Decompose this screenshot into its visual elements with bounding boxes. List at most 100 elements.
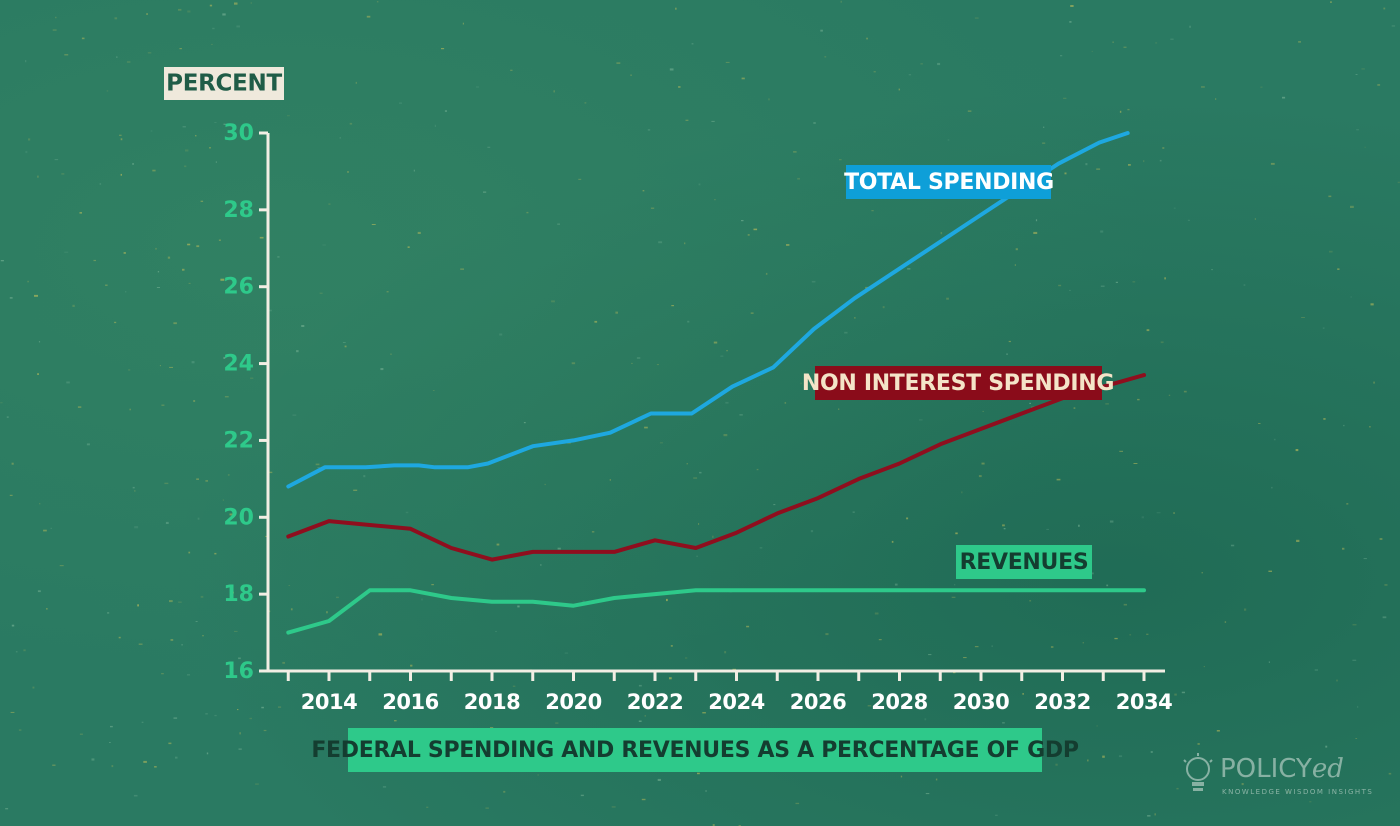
texture-speck	[188, 551, 191, 554]
texture-speck	[1370, 303, 1374, 306]
texture-speck	[871, 210, 874, 212]
texture-speck	[222, 13, 226, 16]
texture-speck	[344, 345, 347, 348]
texture-speck	[955, 532, 958, 535]
texture-speck	[839, 159, 842, 161]
texture-speck	[209, 147, 211, 149]
texture-speck	[670, 645, 673, 647]
texture-speck	[268, 471, 273, 474]
texture-speck	[691, 43, 694, 45]
texture-speck	[1063, 97, 1067, 99]
texture-speck	[141, 721, 144, 723]
texture-speck	[232, 358, 235, 360]
texture-speck	[239, 732, 241, 735]
texture-speck	[218, 239, 221, 241]
texture-speck	[1287, 791, 1289, 793]
texture-speck	[784, 402, 787, 404]
texture-speck	[725, 61, 730, 63]
x-axis-ticks: 2014 2016 2018 2020 2022 2024 2026 2028 2030 2032…	[286, 671, 1173, 714]
texture-speck	[376, 1, 379, 3]
texture-speck	[1042, 142, 1046, 144]
texture-speck	[25, 60, 27, 63]
texture-speck	[1211, 269, 1213, 271]
texture-speck	[1295, 449, 1299, 452]
texture-speck	[37, 175, 39, 178]
chart-title: FEDERAL SPENDING AND REVENUES AS A PERCE…	[311, 728, 1079, 772]
texture-speck	[919, 419, 923, 421]
texture-speck	[517, 605, 520, 608]
texture-speck	[1073, 407, 1076, 409]
series-line-non-interest-spending	[286, 373, 1146, 562]
texture-speck	[234, 630, 238, 632]
texture-speck	[322, 244, 326, 246]
texture-speck	[1189, 25, 1191, 28]
texture-speck	[951, 596, 956, 598]
x-tick-label: 2014	[301, 690, 357, 714]
texture-speck	[106, 90, 109, 92]
x-tick-label: 2022	[627, 690, 683, 714]
texture-speck	[1215, 98, 1217, 100]
texture-speck	[1119, 450, 1123, 452]
texture-speck	[214, 552, 217, 555]
texture-speck	[349, 122, 353, 125]
texture-speck	[750, 312, 754, 314]
texture-speck	[746, 625, 750, 628]
texture-speck	[187, 243, 191, 246]
texture-speck	[1114, 637, 1118, 640]
texture-speck	[146, 13, 148, 15]
texture-speck	[1170, 38, 1174, 40]
texture-speck	[150, 130, 153, 132]
texture-speck	[611, 806, 616, 808]
texture-speck	[967, 110, 972, 112]
texture-speck	[211, 43, 213, 45]
texture-speck	[483, 191, 487, 193]
texture-speck	[1314, 669, 1318, 671]
texture-speck	[490, 727, 494, 729]
texture-speck	[1201, 572, 1203, 574]
texture-speck	[1118, 755, 1123, 758]
texture-speck	[282, 661, 285, 664]
texture-speck	[188, 282, 191, 284]
texture-speck	[107, 612, 110, 614]
texture-speck	[1168, 394, 1171, 396]
texture-speck	[81, 37, 85, 40]
texture-speck	[824, 56, 827, 58]
texture-speck	[891, 540, 894, 543]
texture-speck	[164, 482, 169, 485]
texture-speck	[920, 63, 923, 65]
texture-speck	[1006, 353, 1008, 355]
texture-speck	[91, 758, 95, 761]
texture-speck	[46, 608, 48, 610]
texture-speck	[1003, 528, 1006, 530]
texture-speck	[1350, 205, 1354, 208]
texture-speck	[229, 513, 234, 516]
texture-speck	[644, 715, 646, 717]
texture-speck	[946, 297, 949, 300]
texture-speck	[111, 765, 114, 768]
texture-speck	[1258, 423, 1261, 424]
texture-speck	[874, 612, 879, 615]
texture-speck	[1096, 725, 1098, 727]
texture-speck	[638, 720, 642, 722]
series-label-badge	[956, 545, 1092, 579]
texture-speck	[206, 752, 209, 755]
texture-speck	[382, 786, 387, 788]
texture-speck	[636, 357, 641, 359]
y-tick-label: 20	[223, 505, 254, 530]
texture-speck	[499, 333, 503, 336]
texture-speck	[1087, 759, 1089, 762]
texture-speck	[1382, 616, 1387, 619]
texture-speck	[125, 291, 127, 293]
y-axis-label-badge	[164, 67, 284, 100]
texture-speck	[86, 443, 90, 446]
texture-speck	[52, 29, 57, 31]
texture-speck	[765, 272, 768, 275]
texture-speck	[175, 756, 178, 759]
texture-speck	[0, 402, 3, 404]
texture-speck	[355, 81, 357, 84]
texture-speck	[642, 190, 645, 192]
texture-speck	[1029, 402, 1031, 404]
texture-speck	[277, 256, 280, 258]
